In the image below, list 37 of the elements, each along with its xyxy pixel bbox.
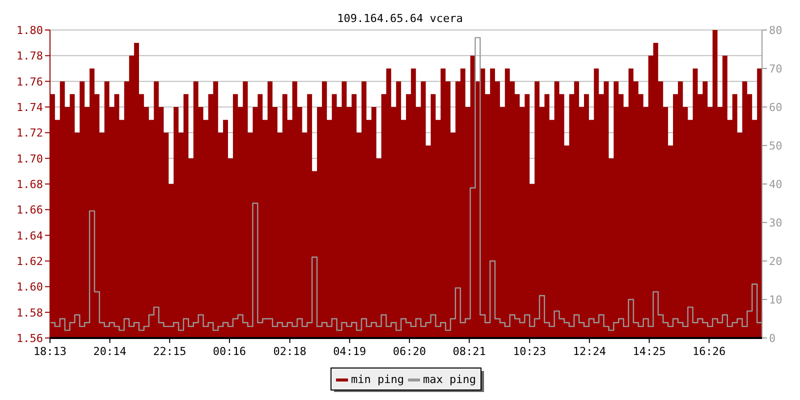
x-tick-label: 10:23 <box>513 345 546 358</box>
x-tick-label: 00:16 <box>212 345 246 358</box>
chart-title: 109.164.65.64 vcera <box>337 12 463 25</box>
y-tick-label: 1.60 <box>16 280 43 294</box>
y2-tick-label: 60 <box>769 101 782 114</box>
x-tick-label: 14:25 <box>632 345 666 358</box>
x-tick-label: 06:20 <box>392 345 426 358</box>
y2-tick-label: 40 <box>769 178 782 191</box>
x-tick-label: 22:15 <box>153 345 186 358</box>
y-tick-label: 1.62 <box>16 255 43 268</box>
y-tick-label: 1.74 <box>16 101 44 114</box>
y2-tick-label: 80 <box>769 24 782 37</box>
y-tick-label: 1.70 <box>16 152 43 166</box>
y2-tick-label: 50 <box>769 140 782 152</box>
legend-label: max ping <box>423 373 476 386</box>
x-tick-label: 08:21 <box>452 345 486 358</box>
y-tick-label: 1.66 <box>16 204 43 217</box>
x-tick-label: 12:24 <box>572 345 606 358</box>
x-tick-label: 04:19 <box>333 345 366 358</box>
y2-tick-label: 10 <box>769 294 782 306</box>
y-tick-label: 1.72 <box>16 126 43 140</box>
y2-tick-label: 70 <box>769 62 782 76</box>
y-tick-label: 1.64 <box>16 229 44 242</box>
x-tick-label: 20:14 <box>93 345 127 358</box>
x-tick-label: 18:13 <box>33 345 67 358</box>
y-tick-label: 1.76 <box>16 75 43 88</box>
x-tick-label: 02:18 <box>273 345 306 358</box>
legend-label: min ping <box>351 373 404 386</box>
y-tick-label: 1.80 <box>16 24 43 37</box>
y2-tick-label: 0 <box>769 332 776 345</box>
y-tick-label: 1.68 <box>16 178 43 191</box>
x-tick-label: 16:26 <box>692 345 726 358</box>
y-tick-label: 1.56 <box>16 332 43 345</box>
y2-tick-label: 30 <box>769 216 782 230</box>
y-tick-label: 1.78 <box>16 50 43 63</box>
y-tick-label: 1.58 <box>16 306 43 320</box>
y2-tick-label: 20 <box>769 255 782 268</box>
